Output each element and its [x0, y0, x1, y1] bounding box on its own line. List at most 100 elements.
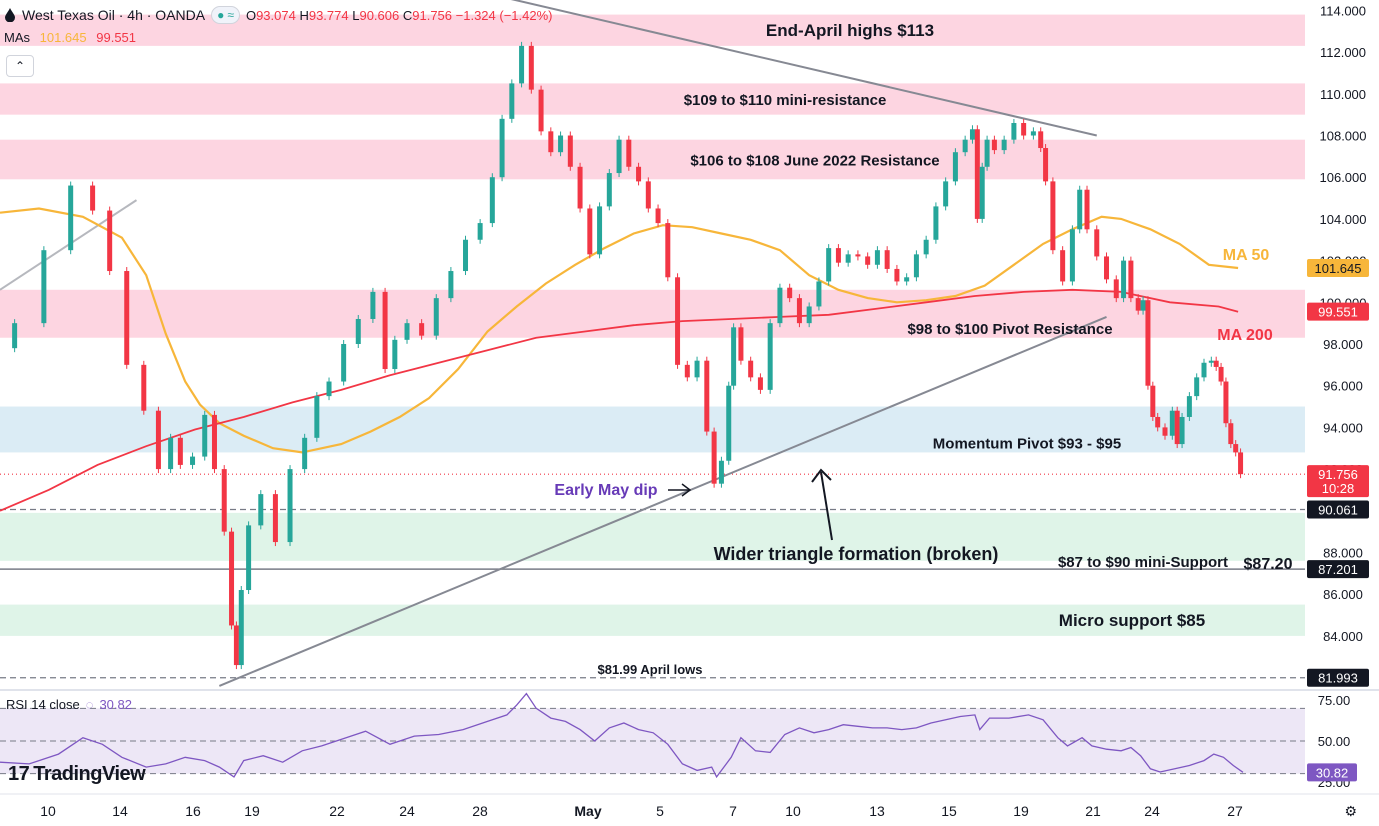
candle-body — [731, 327, 737, 386]
price-badge-value: 90.061 — [1318, 503, 1358, 518]
candle-body — [718, 460, 724, 484]
price-tick-label: 106.000 — [1320, 170, 1367, 185]
candle-body — [704, 360, 710, 432]
candle-body — [767, 323, 773, 390]
candle-body — [1179, 416, 1185, 445]
candle-body — [12, 323, 18, 349]
candle-body — [636, 166, 642, 182]
ma50-line — [0, 207, 1239, 454]
price-badge — [1307, 259, 1369, 278]
candle-body — [991, 139, 997, 151]
time-tick-label: 28 — [472, 803, 488, 819]
candle-body — [1223, 381, 1229, 424]
candle-body — [645, 181, 651, 209]
candle-body — [392, 339, 398, 370]
ma-legend[interactable]: MAs 101.645 99.551 — [4, 30, 136, 45]
price-tick-label: 110.000 — [1320, 87, 1366, 102]
rsi-legend-value: 30.82 — [99, 697, 132, 712]
price-axis: 84.00086.00088.00090.00092.00094.00096.0… — [1307, 3, 1369, 687]
lower-trendline — [218, 315, 1107, 687]
candle-body — [567, 135, 573, 167]
collapse-legend-button[interactable]: ⌃ — [6, 55, 34, 77]
candle-body — [221, 469, 227, 532]
candle-body — [1174, 410, 1180, 445]
candle-body — [1169, 410, 1175, 436]
time-tick-label: 5 — [656, 803, 664, 819]
candle-body — [1077, 189, 1083, 230]
candle-body — [796, 298, 802, 324]
candle-body — [382, 291, 388, 370]
triangle-label: Wider triangle formation (broken) — [714, 544, 999, 564]
candle-body — [341, 344, 347, 382]
time-tick-label: 10 — [40, 803, 56, 819]
candle-body — [1094, 229, 1100, 257]
close-label: C — [402, 7, 413, 23]
time-tick-label: 21 — [1085, 803, 1101, 819]
candle-body — [190, 456, 196, 465]
candle-body — [1121, 260, 1127, 299]
candle-body — [979, 166, 985, 219]
candle-body — [509, 83, 515, 119]
candle-body — [826, 248, 832, 282]
candle-body — [177, 437, 183, 465]
zone-label: $109 to $110 mini-resistance — [684, 92, 887, 109]
candle-body — [1011, 123, 1017, 140]
candle-body — [548, 131, 554, 153]
candle-body — [675, 277, 681, 365]
price-tick-label: 112.000 — [1320, 45, 1366, 60]
ma200-legend-value: 99.551 — [96, 30, 137, 45]
time-tick-label: 14 — [112, 803, 128, 819]
early-may-arrowhead — [681, 483, 692, 497]
tradingview-logo[interactable]: 17 TradingView — [8, 763, 146, 785]
candle-body — [1140, 300, 1146, 311]
rsi-line — [0, 692, 1244, 779]
pill-text: ≈ — [227, 8, 234, 22]
live-status-pill[interactable]: ● ≈ — [211, 6, 240, 24]
price-tick-label: 84.000 — [1323, 629, 1363, 644]
candle-body — [124, 271, 130, 365]
price-badge-countdown: 10:28 — [1322, 481, 1355, 496]
time-tick-label: 22 — [329, 803, 345, 819]
time-tick-label: 24 — [399, 803, 415, 819]
zone-band — [0, 406, 1305, 453]
high-value: 93.774 — [308, 7, 349, 23]
symbol-title[interactable]: West Texas Oil · 4h · OANDA — [22, 7, 206, 23]
ma200-line — [0, 288, 1239, 512]
oil-drop-icon — [5, 8, 15, 22]
candle-body — [419, 323, 425, 336]
candle-body — [272, 494, 278, 543]
candle-body — [1050, 181, 1056, 251]
candle-body — [816, 281, 822, 307]
triangle-arrowhead — [811, 468, 832, 483]
time-tick-label: 13 — [869, 803, 885, 819]
chevron-up-icon: ⌃ — [14, 59, 26, 73]
price-badge — [1307, 668, 1369, 687]
rsi-badge — [1307, 763, 1357, 782]
price-layer — [12, 41, 1244, 670]
early-may-label: Early May dip — [554, 482, 657, 499]
ma200-label: MA 200 — [1217, 327, 1273, 344]
candle-body — [894, 268, 900, 282]
candle-body — [1030, 131, 1036, 136]
candle-body — [757, 377, 763, 390]
candle-body — [777, 287, 783, 324]
settings-gear-icon[interactable]: ⚙ — [1344, 803, 1357, 819]
candle-body — [355, 318, 361, 344]
candle-body — [923, 239, 929, 255]
candle-body — [943, 181, 949, 207]
open-value: 93.074 — [256, 7, 296, 23]
change-value: −1.324 (−1.42%) — [455, 7, 553, 23]
support-8720-label: $87.20 — [1244, 556, 1293, 573]
candle-body — [258, 494, 264, 526]
dot-icon: ● — [217, 8, 225, 22]
rsi-legend[interactable]: RSI 14 close ◌ 30.82 — [6, 697, 132, 712]
candle-body — [1135, 298, 1141, 311]
time-tick-label: 7 — [729, 803, 737, 819]
candle-body — [952, 152, 958, 182]
time-tick-label: 16 — [185, 803, 201, 819]
candle-body — [984, 139, 990, 167]
candle-body — [974, 129, 980, 219]
zone-band — [0, 512, 1305, 561]
candle-body — [1238, 452, 1244, 475]
